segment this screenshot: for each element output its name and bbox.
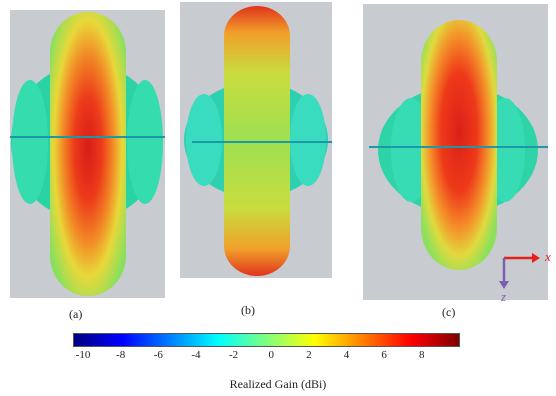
- x-axis-label: x: [545, 249, 551, 264]
- colorbar-tick: -4: [191, 349, 201, 361]
- colorbar-tick: 4: [343, 349, 350, 361]
- colorbar-tick: -10: [75, 349, 91, 361]
- caption-b: (b): [241, 303, 255, 317]
- axis-indicator: [496, 252, 556, 304]
- pattern-panel-b: [180, 0, 332, 278]
- z-axis-label: z: [501, 289, 507, 304]
- main-lobe: [421, 20, 497, 270]
- caption-a: (a): [69, 307, 83, 321]
- colorbar-tick: -8: [116, 349, 126, 361]
- pattern-panel-a: [10, 0, 165, 298]
- colorbar-tick: 8: [419, 349, 425, 361]
- colorbar-tick: 6: [381, 349, 387, 361]
- main-lobe: [50, 12, 126, 296]
- colorbar-tick: 2: [306, 349, 312, 361]
- colorbar-tick: -6: [153, 349, 163, 361]
- colorbar: [73, 333, 460, 347]
- caption-c: (c): [442, 305, 456, 319]
- pattern-panel-c: [363, 0, 548, 300]
- colorbar-tick: 0: [268, 349, 274, 361]
- colorbar-tick: -2: [228, 349, 239, 361]
- colorbar-title: Realized Gain (dBi): [229, 377, 327, 391]
